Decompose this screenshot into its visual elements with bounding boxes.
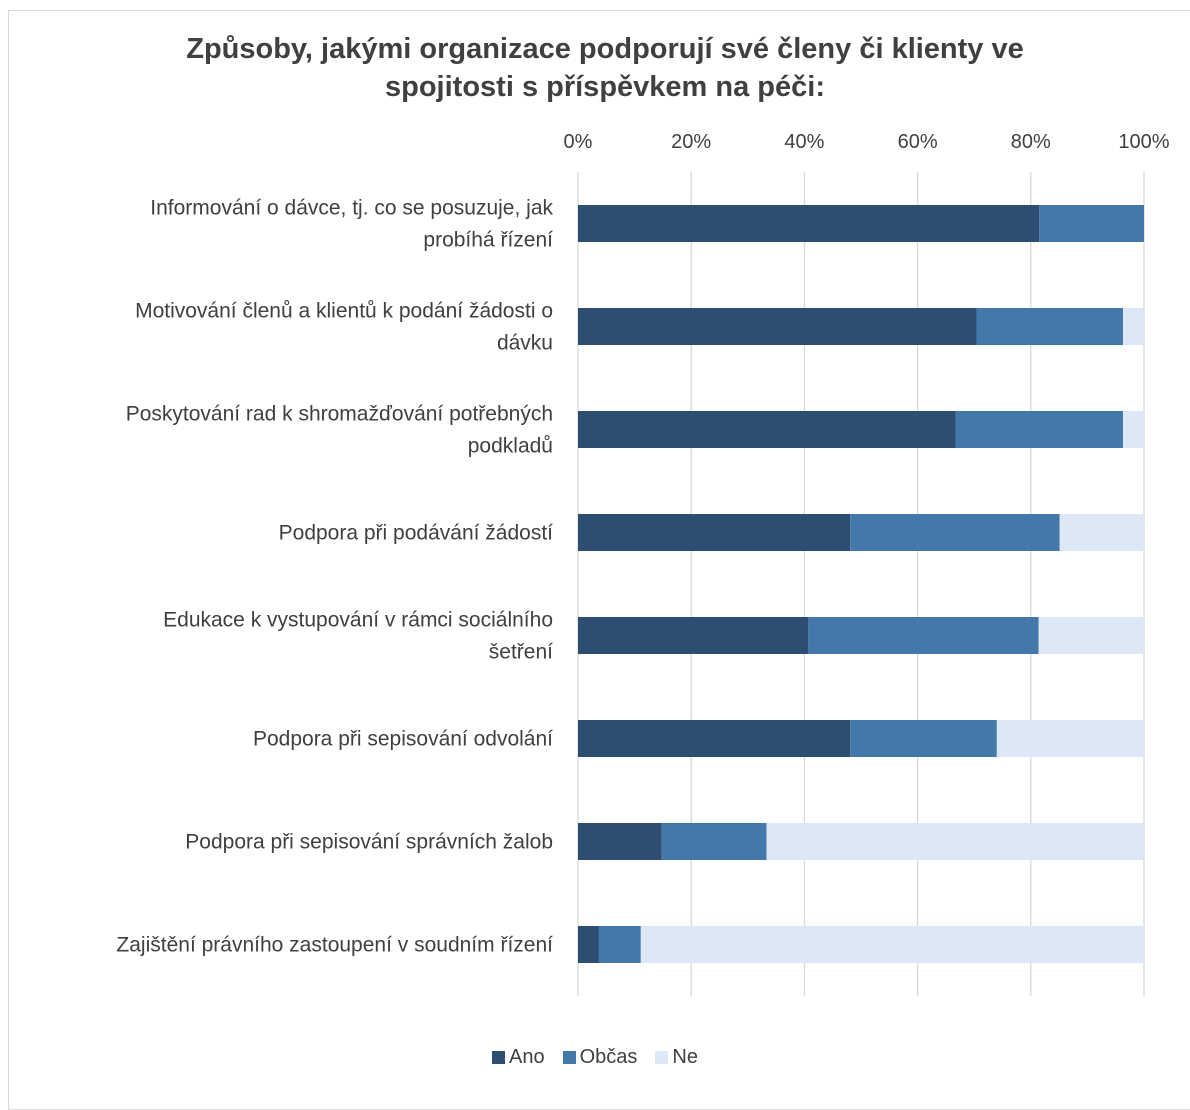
chart-title-line-1: Způsoby, jakými organizace podporují své… <box>186 33 1024 65</box>
bar-segment-ano <box>578 514 851 551</box>
bar-segment-ne <box>1059 514 1144 551</box>
category-label: Zajištění právního zastoupení v soudním … <box>116 934 553 957</box>
chart-title-line-2: spojitosti s příspěvkem na péči: <box>385 71 825 103</box>
bar-segment-ano <box>578 720 851 757</box>
bar-segment-ano <box>578 617 809 654</box>
category-label: Podpora při sepisování správních žalob <box>185 831 553 854</box>
bar-segment-obas <box>808 617 1039 654</box>
bar-segment-obas <box>955 411 1124 448</box>
bar-segment-ano <box>578 411 956 448</box>
bar-segment-obas <box>850 720 997 757</box>
legend-item-obcas: Občas <box>562 1046 638 1069</box>
category-label: Edukace k vystupování v rámci sociálního <box>163 609 553 632</box>
category-label: Poskytování rad k shromažďování potřebný… <box>126 403 553 426</box>
bar-segment-obas <box>1039 205 1144 242</box>
bar-segment-ano <box>578 823 662 860</box>
bar-segment-ano <box>578 308 977 345</box>
x-tick-label: 20% <box>671 131 711 153</box>
legend-item-ano: Ano <box>492 1046 545 1069</box>
bar-segment-ano <box>578 205 1040 242</box>
category-label: dávku <box>497 332 553 355</box>
legend-swatch-ne <box>655 1051 669 1064</box>
x-tick-label: 40% <box>784 131 824 153</box>
bar-segment-ne <box>996 720 1144 757</box>
x-tick-label: 0% <box>564 131 593 153</box>
category-label: šetření <box>489 641 553 664</box>
bar-segment-obas <box>661 823 767 860</box>
chart-title: Způsoby, jakými organizace podporují své… <box>100 30 1110 106</box>
category-label: podkladů <box>468 435 553 458</box>
category-label: Podpora při podávání žádostí <box>279 522 554 545</box>
legend-label-obcas: Občas <box>579 1046 638 1068</box>
bar-segment-obas <box>850 514 1060 551</box>
bar-segment-ne <box>1038 617 1144 654</box>
bar-segment-ne <box>640 926 1144 963</box>
x-tick-label: 100% <box>1118 131 1169 153</box>
bar-segment-ne <box>1123 308 1144 345</box>
legend-label-ano: Ano <box>509 1046 545 1068</box>
bar-segment-obas <box>976 308 1124 345</box>
bar-segment-obas <box>598 926 641 963</box>
legend-swatch-ano <box>492 1051 505 1064</box>
legend-item-ne: Ne <box>655 1046 698 1069</box>
legend: Ano Občas Ne <box>0 1046 1190 1069</box>
category-label: Podpora při sepisování odvolání <box>253 728 553 751</box>
bar-segment-ne <box>766 823 1144 860</box>
x-tick-label: 60% <box>898 131 938 153</box>
category-label: Informování o dávce, tj. co se posuzuje,… <box>150 197 553 220</box>
legend-label-ne: Ne <box>672 1046 698 1068</box>
legend-swatch-obcas <box>562 1051 576 1064</box>
bar-segment-ano <box>578 926 599 963</box>
x-tick-label: 80% <box>1011 131 1051 153</box>
category-label: probíhá řízení <box>423 229 553 252</box>
category-label: Motivování členů a klientů k podání žádo… <box>135 300 553 323</box>
bar-segment-ne <box>1123 411 1144 448</box>
